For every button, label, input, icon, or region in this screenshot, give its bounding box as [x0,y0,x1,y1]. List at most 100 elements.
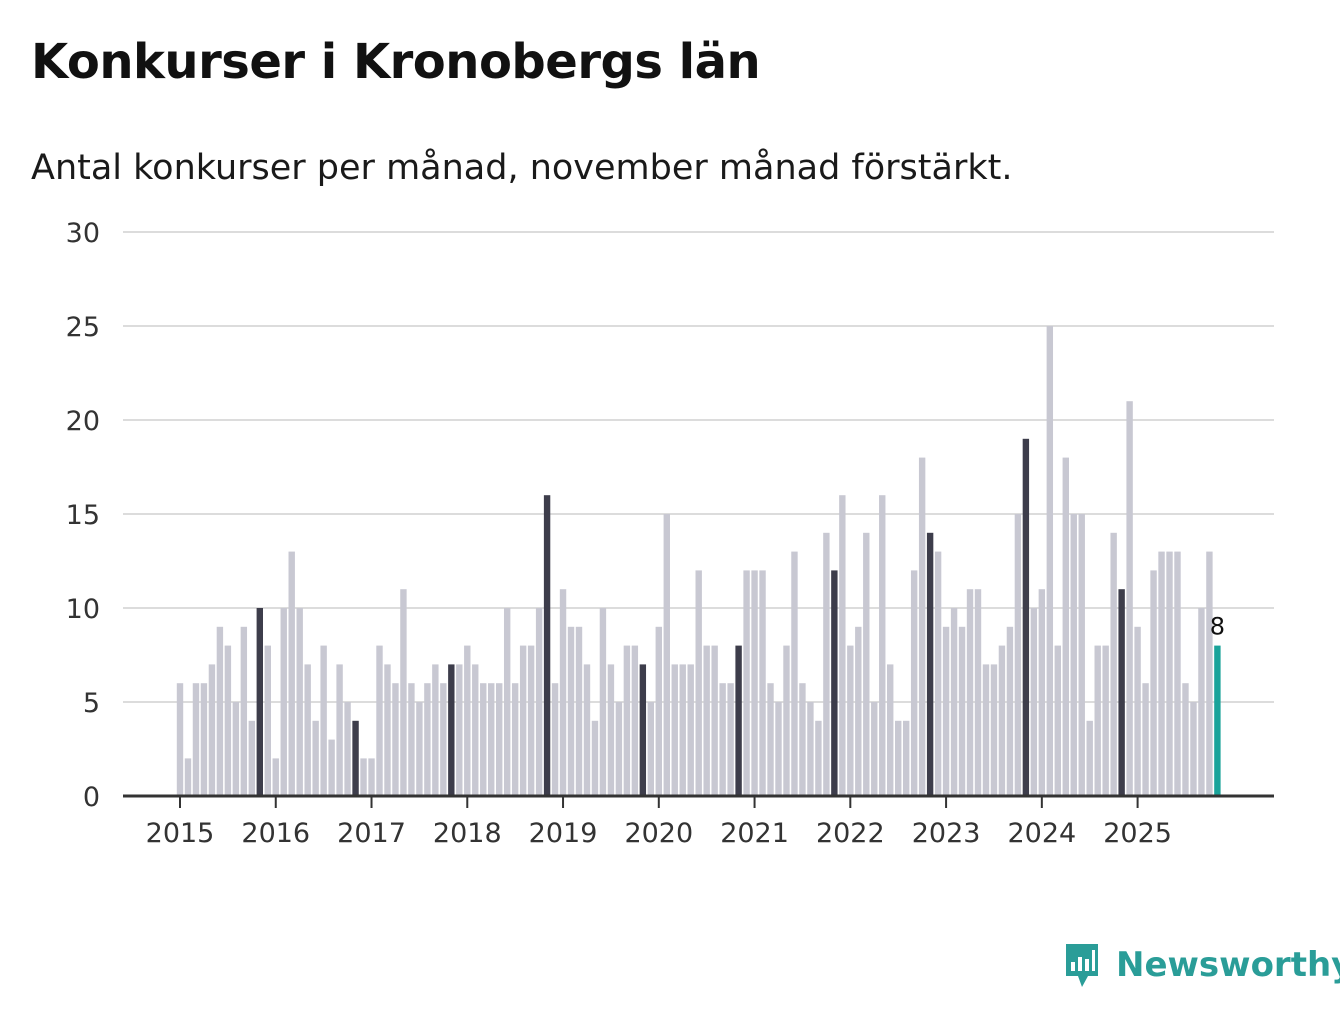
bar [472,664,479,796]
bar [1182,683,1189,796]
bar-november [256,608,263,796]
bar [623,645,631,796]
chart-subtitle: Antal konkurser per månad, november måna… [31,148,1013,188]
bar [1006,626,1014,796]
bar [232,702,240,796]
bar-november [1118,589,1125,796]
bar [775,702,782,796]
bar [934,551,942,796]
bar [440,683,447,796]
bar [424,683,431,796]
latest-value-label: 8 [1210,613,1225,641]
bar [743,570,750,796]
y-tick-label: 30 [66,218,100,249]
bar [296,608,303,796]
bar [815,720,822,796]
bar [871,702,878,796]
bar [902,720,910,796]
bar [695,570,702,796]
bar [942,626,950,796]
y-tick-label: 25 [66,312,100,343]
bar [376,645,383,796]
bar [703,645,710,796]
bar [1166,551,1173,796]
bar [1030,608,1038,796]
bar [958,626,966,796]
bar-november [926,532,934,796]
x-tick-label: 2016 [241,818,310,849]
bar [1094,645,1101,796]
bar [895,720,902,796]
bar [360,758,367,796]
bar [527,645,535,796]
bar [879,495,886,796]
bar [1086,720,1093,796]
bar [767,683,774,796]
bar [847,645,854,796]
bar-november [1022,438,1030,796]
bar [216,626,224,796]
bar [1190,702,1197,796]
bar [392,683,399,796]
x-tick-label: 2019 [529,818,598,849]
bar [1062,457,1069,796]
bar [759,570,766,796]
bar [799,683,806,796]
newsworthy-logo-icon [1066,944,1098,987]
bar [719,683,726,796]
bar [336,664,343,796]
x-tick-label: 2015 [146,818,215,849]
bar [328,739,335,796]
bar [320,645,327,796]
bar [1158,551,1165,796]
bar [807,702,814,796]
bar [264,645,271,796]
bar [591,720,599,796]
bar [887,664,894,796]
bar [663,514,670,796]
bar [384,664,391,796]
bar-latest [1214,645,1221,796]
x-tick-label: 2024 [1007,818,1076,849]
bar [535,608,543,796]
y-tick-label: 5 [83,688,100,719]
bar [208,664,216,796]
bar [950,608,958,796]
x-tick-label: 2017 [337,818,406,849]
bar [751,570,758,796]
bar-november [831,570,838,796]
bar [575,626,583,796]
bar [647,702,655,796]
bar [184,758,192,796]
x-tick-label: 2018 [433,818,502,849]
chart-title: Konkurser i Kronobergs län [31,34,761,90]
bar [1126,401,1133,796]
y-tick-label: 15 [66,500,100,531]
bar [1174,551,1181,796]
bar [791,551,798,796]
bar [288,551,295,796]
brand[interactable]: Newsworthy [1062,940,1340,990]
bar [248,720,256,796]
bar [192,683,200,796]
bar [918,457,926,796]
bar-november [735,645,742,796]
bar [711,645,718,796]
bar [200,683,208,796]
bar [839,495,846,796]
bar [1206,551,1213,796]
x-tick-label: 2023 [912,818,981,849]
bar [280,608,287,796]
bar [519,645,527,796]
y-tick-label: 10 [66,594,100,625]
bar [631,645,639,796]
bar [671,664,678,796]
bar [408,683,415,796]
bar [1150,570,1157,796]
bar [966,589,974,796]
bar [456,664,463,796]
bar [910,570,918,796]
bar [480,683,487,796]
bar-november [639,664,647,796]
